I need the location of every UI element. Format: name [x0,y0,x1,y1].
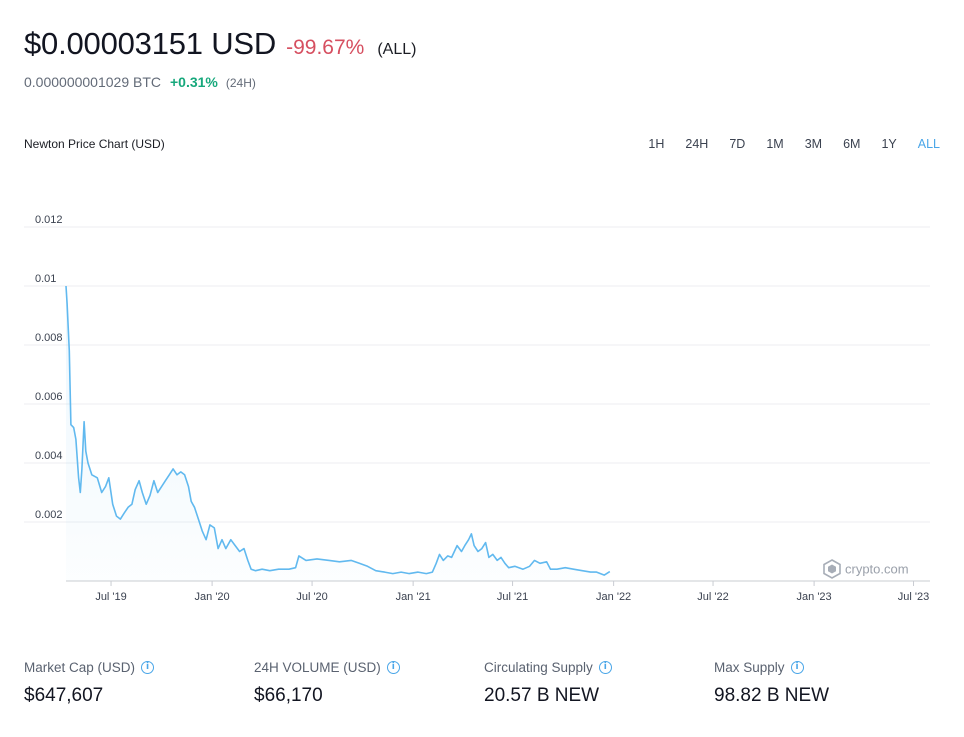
stat-volume: 24H VOLUME (USD) i $66,170 [254,660,484,707]
stat-label: Max Supply [714,660,785,675]
x-tick-label: Jul '19 [95,591,126,603]
price-row: $0.00003151 USD -99.67% (ALL) [24,26,924,62]
price-line [65,285,611,576]
y-tick-label: 0.012 [35,214,63,226]
x-tick-label: Jan '22 [596,591,631,603]
stat-label: 24H VOLUME (USD) [254,660,381,675]
x-tick-label: Jul '20 [296,591,327,603]
btc-row: 0.000000001029 BTC +0.31% (24H) [24,74,924,90]
info-icon[interactable]: i [141,661,155,674]
y-tick-label: 0.008 [35,332,63,344]
range-1m-button[interactable]: 1M [766,137,784,151]
range-1h-button[interactable]: 1H [648,137,665,151]
change-period: (ALL) [377,41,417,58]
crypto-logo-icon [823,559,841,579]
info-icon[interactable]: i [598,661,612,674]
range-3m-button[interactable]: 3M [804,137,823,151]
stat-market-cap: Market Cap (USD) i $647,607 [24,660,254,707]
range-selector: 1H 24H 7D 1M 3M 6M 1Y ALL [627,137,940,151]
x-tick-label: Jan '20 [195,591,230,603]
info-icon[interactable]: i [386,661,400,674]
y-tick-label: 0.004 [35,450,63,462]
price-change: -99.67% [286,36,365,59]
y-tick-label: 0.01 [35,273,56,285]
x-tick-label: Jul '23 [898,591,929,603]
stat-value: 20.57 B NEW [484,685,600,706]
y-tick-label: 0.002 [35,509,63,521]
price-chart[interactable]: 0.002 0.004 0.006 0.008 0.01 0.012 Jul '19 Jan… [0,190,964,620]
y-tick-label: 0.006 [35,391,63,403]
x-tick-label: Jan '23 [797,591,832,603]
watermark-text: crypto.com [845,562,909,577]
chart-title: Newton Price Chart (USD) [24,137,165,151]
stat-value: $647,607 [24,685,104,706]
x-tick-label: Jul '21 [497,591,528,603]
range-all-button[interactable]: ALL [917,137,940,151]
range-7d-button[interactable]: 7D [729,137,746,151]
watermark: crypto.com [823,559,909,579]
x-tick-label: Jan '21 [396,591,431,603]
stat-value: $66,170 [254,685,323,706]
chart-grid [24,226,930,523]
stat-circulating-supply: Circulating Supply i 20.57 B NEW [484,660,714,707]
price-area [66,286,610,581]
btc-price: 0.000000001029 BTC [24,74,161,90]
info-icon[interactable]: i [790,661,804,674]
stat-value: 98.82 B NEW [714,685,830,706]
range-24h-button[interactable]: 24H [685,137,709,151]
stats-row: Market Cap (USD) i $647,607 24H VOLUME (… [24,660,944,707]
stat-label: Circulating Supply [484,660,593,675]
btc-change-period: (24H) [225,76,256,90]
btc-change: +0.31% [170,74,218,90]
range-6m-button[interactable]: 6M [843,137,861,151]
price-header: $0.00003151 USD -99.67% (ALL) 0.00000000… [24,26,924,90]
x-axis: Jul '19 Jan '20 Jul '20 Jan '21 Jul '21 Jan '… [95,581,929,603]
x-tick-label: Jul '22 [697,591,728,603]
y-axis: 0.002 0.004 0.006 0.008 0.01 0.012 [35,214,63,521]
stat-label: Market Cap (USD) [24,660,136,675]
range-1y-button[interactable]: 1Y [881,137,897,151]
usd-price: $0.00003151 USD [24,26,277,61]
stat-max-supply: Max Supply i 98.82 B NEW [714,660,944,707]
